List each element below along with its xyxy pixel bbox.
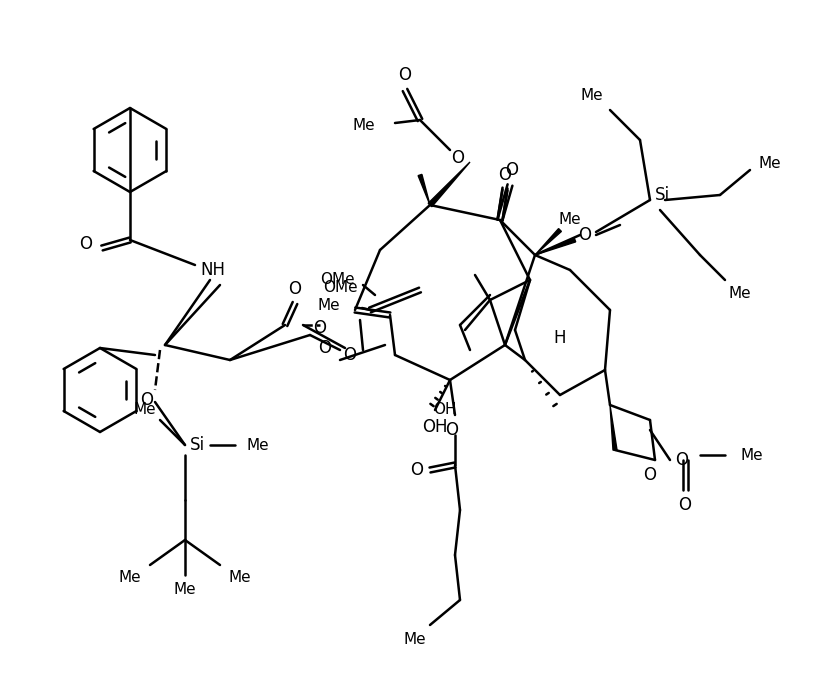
Text: O: O — [675, 451, 688, 469]
Text: O: O — [678, 496, 691, 514]
Text: Si: Si — [190, 436, 205, 454]
Text: Si: Si — [655, 186, 670, 204]
Text: O: O — [644, 466, 657, 484]
Text: O: O — [140, 391, 153, 409]
Text: NH: NH — [200, 261, 225, 279]
Text: Me: Me — [228, 570, 251, 586]
Text: OMe: OMe — [323, 281, 358, 295]
Text: O: O — [289, 280, 301, 298]
Polygon shape — [535, 238, 576, 255]
Polygon shape — [535, 228, 561, 255]
Text: Me: Me — [317, 297, 340, 313]
Text: O: O — [313, 319, 326, 337]
Text: Me: Me — [353, 117, 375, 133]
Text: Me: Me — [247, 438, 269, 452]
Text: OH: OH — [433, 403, 457, 417]
Text: Me: Me — [404, 632, 426, 648]
Polygon shape — [610, 405, 617, 450]
Text: O: O — [344, 346, 357, 364]
Text: OH: OH — [422, 418, 448, 436]
Text: O: O — [410, 461, 424, 479]
Text: Me: Me — [559, 212, 581, 228]
Text: O: O — [446, 421, 459, 439]
Text: Me: Me — [134, 403, 157, 417]
Text: O: O — [79, 235, 92, 253]
Text: Me: Me — [729, 285, 752, 301]
Text: O: O — [398, 66, 411, 84]
Text: O: O — [499, 166, 512, 184]
Text: Me: Me — [759, 156, 781, 170]
Text: Me: Me — [118, 570, 141, 586]
Polygon shape — [428, 162, 470, 207]
Text: OMe: OMe — [321, 272, 355, 288]
Text: O: O — [579, 226, 592, 244]
Text: Me: Me — [740, 447, 763, 463]
Text: O: O — [505, 161, 518, 179]
Text: H: H — [554, 329, 566, 347]
Text: Me: Me — [581, 87, 603, 103]
Text: Me: Me — [174, 583, 197, 597]
Text: O: O — [451, 149, 464, 167]
Polygon shape — [418, 174, 430, 205]
Text: O: O — [318, 339, 331, 357]
